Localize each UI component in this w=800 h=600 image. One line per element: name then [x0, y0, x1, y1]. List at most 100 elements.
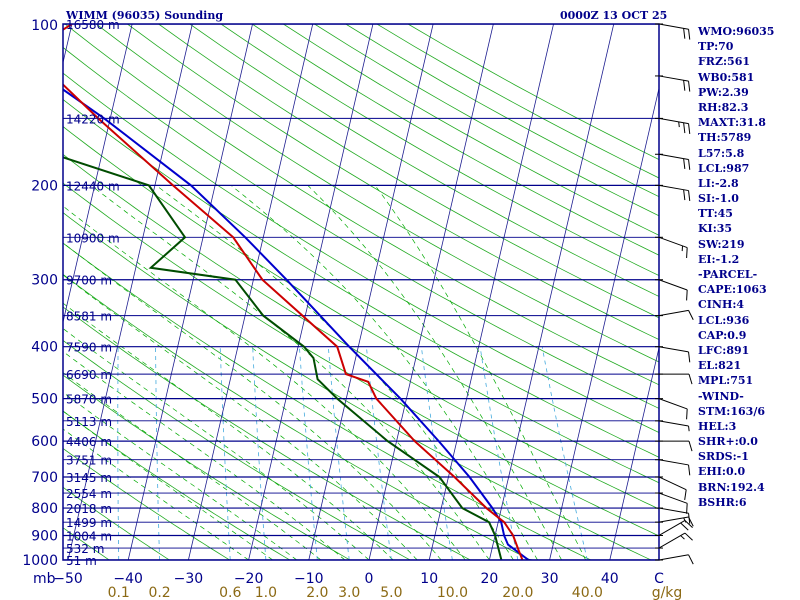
moist-adiabat: [374, 185, 587, 560]
isotherm: [0, 24, 12, 560]
index-item: TH:5789: [698, 131, 752, 145]
height-label: 2554 m: [66, 487, 112, 501]
wind-barb-feather: [688, 464, 691, 476]
height-label: 532 m: [66, 542, 104, 556]
index-item: WB0:581: [698, 70, 755, 84]
height-label: 1004 m: [66, 529, 112, 543]
wind-barb-feather: [680, 522, 689, 531]
index-item: -WIND-: [698, 389, 744, 403]
wind-barb-feather: [688, 513, 691, 524]
isotherm: [127, 24, 253, 560]
wind-barb-staff: [658, 420, 689, 427]
height-label: 7590 m: [66, 341, 112, 355]
wind-barb-staff: [658, 554, 689, 561]
height-label: 16580 m: [66, 18, 120, 32]
pressure-tick-label: 1000: [22, 553, 58, 569]
isotherm: [308, 24, 434, 560]
wind-barb: [658, 75, 691, 92]
index-item: BSHR:6: [698, 495, 747, 509]
wind-barb: [659, 373, 693, 385]
wind-barb-feather: [684, 520, 693, 528]
index-item: LFC:891: [698, 343, 750, 357]
pressure-tick-label: 800: [31, 501, 58, 517]
height-label: 9700 m: [66, 274, 112, 288]
index-item: -PARCEL-: [698, 268, 758, 281]
height-label: 10900 m: [66, 231, 120, 245]
mixing-ratio-label: 3.0: [338, 585, 360, 600]
temperature-tick-label: 10: [420, 571, 438, 587]
height-label: 1499 m: [66, 516, 112, 530]
wind-barb-staff: [658, 459, 689, 466]
wind-barb: [658, 346, 691, 363]
wind-barb-staff: [658, 279, 688, 291]
temperature-axis-unit: C: [654, 571, 664, 587]
wind-barb-half-feather: [688, 425, 690, 432]
temperature-tick-label: 30: [541, 571, 559, 587]
height-label: 8581 m: [66, 310, 112, 324]
wind-barb-feather: [684, 532, 693, 541]
wind-barb-feather: [686, 503, 688, 514]
dry-adiabat: [63, 126, 659, 484]
wind-barb-staff: [658, 309, 689, 317]
mixing-ratio-label: 10.0: [437, 585, 468, 600]
mixing-ratio-label: 0.2: [148, 585, 170, 600]
wind-barb: [658, 492, 688, 514]
moist-adiabat: [63, 274, 418, 560]
temperature-tick-label: −20: [234, 571, 264, 587]
pressure-tick-label: 600: [31, 434, 58, 450]
mixing-ratio-label: 0.1: [108, 585, 130, 600]
height-label: 51 m: [66, 554, 97, 568]
plot-frame: [62, 23, 660, 561]
mixing-ratio-line: [366, 346, 392, 560]
index-item: MAXT:31.8: [698, 116, 766, 130]
height-label: 5870 m: [66, 393, 112, 407]
pressure-tick-label: 700: [31, 470, 58, 486]
pressure-axis-unit: mb: [33, 571, 56, 587]
pressure-tick-label: 900: [31, 528, 58, 544]
moist-adiabat: [63, 428, 249, 560]
index-item: FRZ:561: [698, 55, 751, 69]
wind-barb-feather: [686, 408, 688, 420]
index-item: MPL:751: [698, 374, 754, 388]
isotherm: [248, 24, 374, 560]
height-label: 3145 m: [66, 471, 112, 485]
index-item: CINH:4: [698, 298, 745, 312]
wind-barb-feather: [688, 554, 694, 565]
mixing-ratio-line: [479, 346, 519, 560]
wind-barb-feather: [688, 159, 691, 170]
pressure-tick-label: 100: [31, 18, 58, 34]
height-label: 4406 m: [66, 435, 112, 449]
pressure-tick-label: 300: [31, 273, 58, 289]
wind-barb-feather: [684, 489, 687, 501]
index-item: HEL:3: [698, 419, 737, 433]
mixing-ratio-line: [327, 346, 350, 560]
mixing-ratio-label: 40.0: [572, 585, 603, 600]
wind-barb: [659, 440, 693, 452]
wind-barb-feather: [688, 81, 691, 92]
wind-barb-feather: [688, 123, 691, 135]
index-item: SI:-1.0: [698, 192, 739, 206]
dry-adiabat: [63, 46, 659, 409]
wind-barb: [658, 459, 691, 476]
isotherm: [489, 24, 615, 560]
wind-barb: [658, 184, 691, 201]
wind-barb-half-feather: [680, 535, 685, 540]
height-label: 2018 m: [66, 502, 112, 516]
index-item: CAP:0.9: [698, 328, 747, 342]
chart-time: 0000Z 13 OCT 25: [560, 9, 668, 22]
wind-barb: [658, 532, 693, 549]
index-item: SRDS:-1: [698, 450, 749, 464]
wind-barb: [658, 279, 688, 301]
wind-barb-half-feather: [683, 517, 687, 523]
index-item: BRN:192.4: [698, 480, 765, 494]
mixing-ratio-unit: g/kg: [652, 585, 683, 600]
index-item: PW:2.39: [698, 85, 749, 99]
wind-barb-feather: [688, 190, 691, 201]
wind-barb-feather: [683, 122, 686, 134]
index-item: RH:82.3: [698, 100, 749, 114]
index-item: WMO:96035: [698, 25, 775, 38]
wind-barb-feather: [683, 28, 686, 39]
temperature-tick-label: 20: [480, 571, 498, 587]
wind-barb: [658, 309, 694, 320]
isotherm: [549, 86, 659, 560]
